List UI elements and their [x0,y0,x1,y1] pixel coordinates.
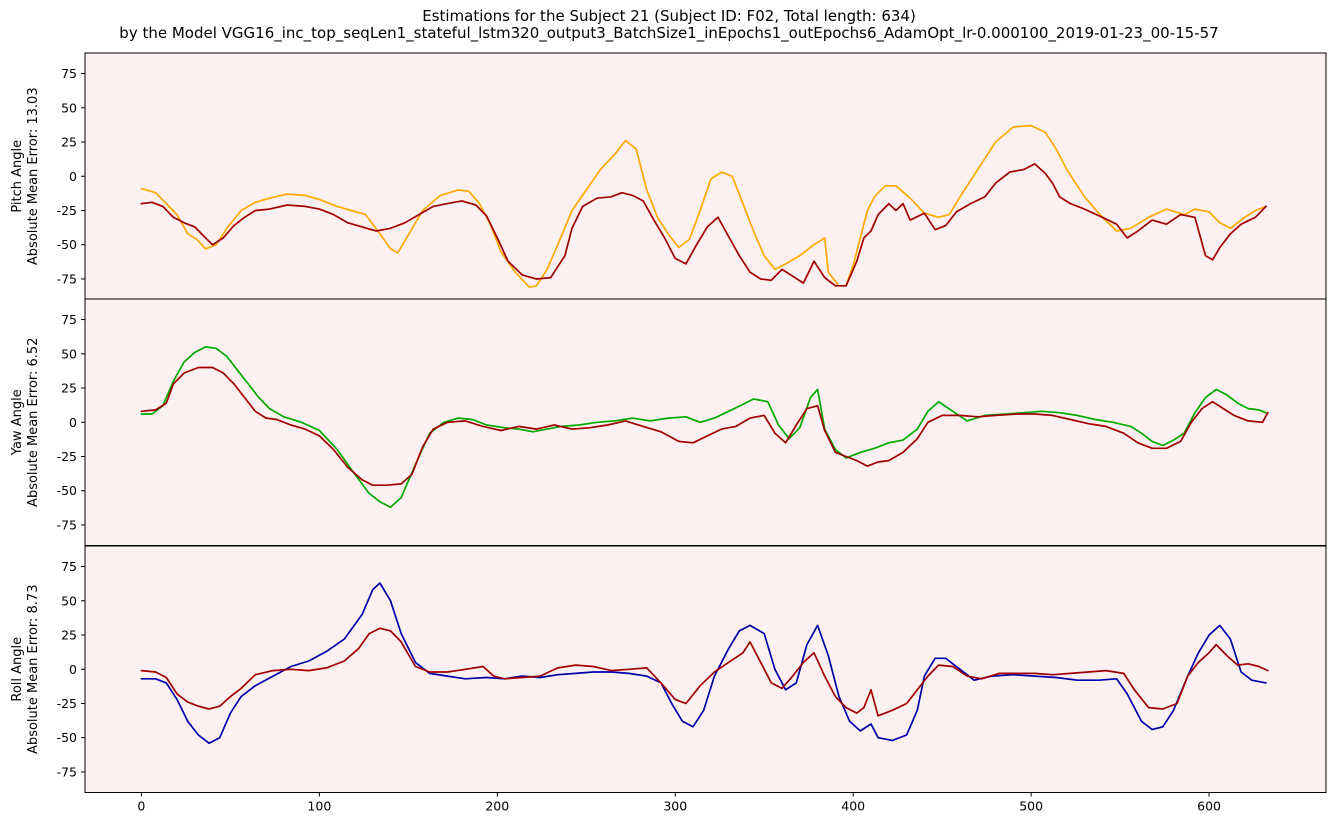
yaw-ytick-label: 0 [69,415,77,430]
roll-ytick-label: -50 [57,730,77,745]
roll-xtick-label: 300 [663,799,687,814]
roll-panel: -75 -50 -25 0 25 50 75 0 100 200 300 400 500 600 Roll … [10,545,1327,814]
yaw-ytick-label: -25 [57,449,77,464]
pitch-ylabel-line1: Pitch Angle [10,140,25,213]
yaw-ytick-label: -75 [57,517,77,532]
yaw-plot-area [85,299,1326,546]
roll-xtick-label: 0 [137,799,145,814]
roll-xtick-label: 200 [485,799,509,814]
figure-title-line2: by the Model VGG16_inc_top_seqLen1_state… [119,24,1218,43]
roll-xtick-label: 500 [1019,799,1043,814]
pitch-series-prediction-line [140,163,1267,287]
pitch-plot-area [85,53,1326,300]
yaw-series-truth-line [140,346,1267,509]
pitch-ytick-label: 0 [69,169,77,184]
roll-series-truth-line [140,582,1267,745]
roll-frame [84,545,1327,793]
roll-ylabel-line2: Absolute Mean Error: 8.73 [26,585,41,754]
pitch-ylabel-line2: Absolute Mean Error: 13.03 [26,87,41,265]
pitch-ytick-label: -25 [57,203,77,218]
yaw-ylabel-line1: Yaw Angle [10,389,25,456]
pitch-ytick-label: 25 [61,135,77,150]
yaw-ytick-label: 25 [61,381,77,396]
roll-ytick-label: 75 [61,559,77,574]
roll-plot-area [85,546,1326,793]
yaw-ylabel-line2: Absolute Mean Error: 6.52 [26,338,41,507]
roll-ytick-label: 50 [61,593,77,608]
yaw-series-prediction-line [140,366,1269,487]
yaw-ytick-label: -50 [57,483,77,498]
pitch-series-truth-line [140,124,1267,289]
roll-ytick-label: -75 [57,764,77,779]
figure-title-line1: Estimations for the Subject 21 (Subject … [422,7,916,25]
pitch-panel: -75 -50 -25 0 25 50 75 Pitch Angle Absolute Mean… [10,52,1327,304]
pitch-ytick-label: 75 [61,66,77,81]
roll-ylabel-line1: Roll Angle [10,637,25,702]
roll-ytick-label: 25 [61,628,77,643]
roll-xtick-label: 400 [841,799,865,814]
yaw-ytick-label: 75 [61,312,77,327]
yaw-ytick-label: 50 [61,346,77,361]
pitch-ytick-label: -75 [57,271,77,286]
pitch-ytick-label: -50 [57,237,77,252]
roll-series-prediction-line [140,627,1269,717]
pitch-ytick-label: 50 [61,100,77,115]
roll-ytick-label: -25 [57,696,77,711]
roll-xtick-label: 600 [1197,799,1221,814]
roll-xtick-label: 100 [307,799,331,814]
yaw-panel: -75 -50 -25 0 25 50 75 Yaw Angle Absolute Mean E… [10,298,1327,550]
roll-ytick-label: 0 [69,662,77,677]
